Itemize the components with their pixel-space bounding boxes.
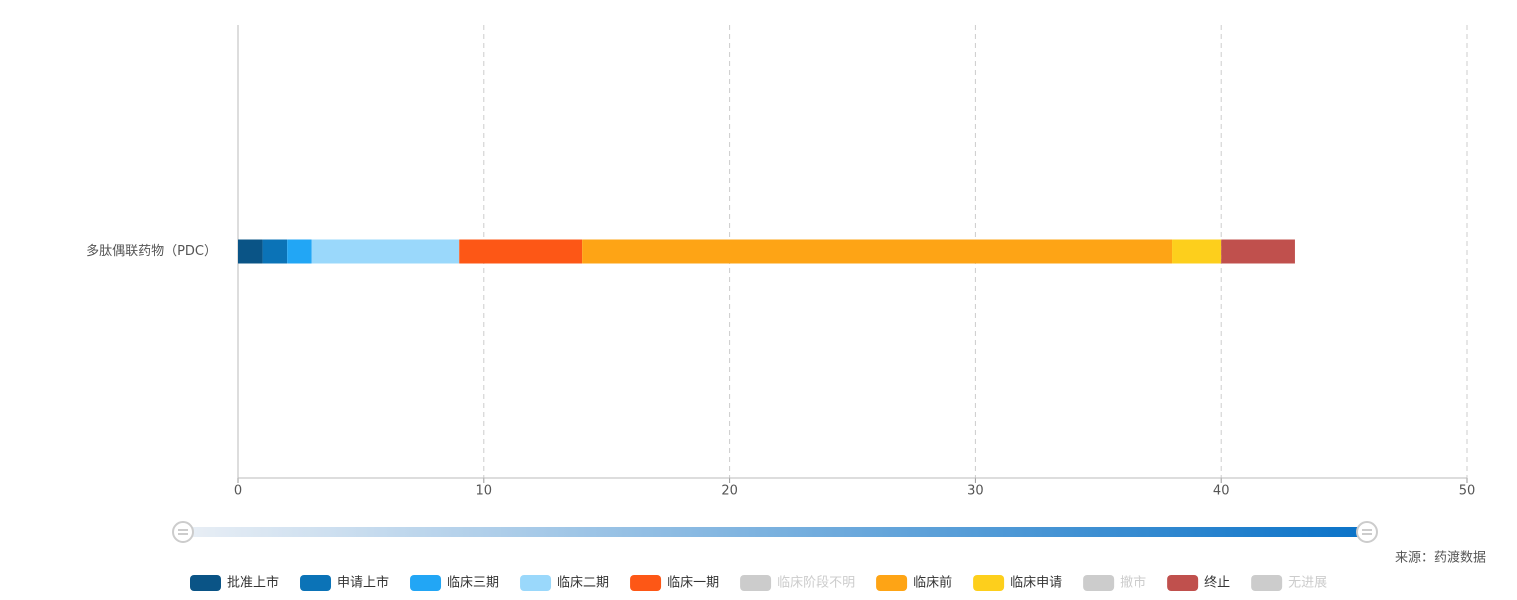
legend-label[interactable]: 批准上市 xyxy=(227,575,279,591)
legend-swatch[interactable] xyxy=(300,575,332,591)
data-zoom-slider[interactable] xyxy=(172,521,1378,543)
legend-label[interactable]: 临床三期 xyxy=(447,576,499,591)
y-tick-label: 多肽偶联药物（PDC） xyxy=(86,243,217,259)
x-tick-label: 40 xyxy=(1213,484,1230,499)
bar-segment xyxy=(311,239,460,264)
slider-track xyxy=(190,527,1362,537)
legend-swatch[interactable] xyxy=(1083,575,1115,591)
x-tick-label: 50 xyxy=(1459,484,1476,499)
legend-swatch[interactable] xyxy=(973,575,1005,591)
legend-label[interactable]: 临床前 xyxy=(913,575,952,591)
slider-handle-grip xyxy=(178,529,188,531)
legend-label[interactable]: 临床二期 xyxy=(557,576,609,591)
source-note: 来源：药渡数据 xyxy=(1395,550,1486,566)
legend-label[interactable]: 无进展 xyxy=(1288,576,1327,591)
legend-label[interactable]: 临床申请 xyxy=(1010,576,1062,591)
x-tick-label: 10 xyxy=(476,484,493,499)
bar-segment xyxy=(582,239,1173,264)
x-tick-label: 0 xyxy=(234,484,242,499)
slider-handle-grip xyxy=(178,533,188,535)
slider-handle[interactable] xyxy=(1356,521,1378,543)
slider-handle-grip xyxy=(1362,533,1372,535)
bar-segment xyxy=(287,239,312,264)
legend-swatch[interactable] xyxy=(740,575,772,591)
legend-swatch[interactable] xyxy=(876,575,908,591)
x-tick-label: 30 xyxy=(967,484,984,499)
slider-handle-grip xyxy=(1362,529,1372,531)
slider-handle[interactable] xyxy=(172,521,194,543)
bar-segment xyxy=(1221,239,1295,264)
legend-swatch[interactable] xyxy=(1167,575,1199,591)
bar-segment xyxy=(238,239,263,264)
legend-swatch[interactable] xyxy=(630,575,662,591)
legend-label[interactable]: 终止 xyxy=(1204,575,1230,591)
bar-segment xyxy=(459,239,583,264)
legend-swatch[interactable] xyxy=(190,575,221,591)
legend-label[interactable]: 临床阶段不明 xyxy=(777,576,855,591)
legend-label[interactable]: 撤市 xyxy=(1120,575,1146,591)
legend-label[interactable]: 申请上市 xyxy=(337,575,389,591)
x-tick-label: 20 xyxy=(721,484,738,499)
legend-swatch[interactable] xyxy=(520,575,552,591)
legend-label[interactable]: 临床一期 xyxy=(667,576,719,591)
bar-segment xyxy=(1172,239,1222,264)
legend-swatch[interactable] xyxy=(410,575,442,591)
bar-segment xyxy=(262,239,288,264)
legend-swatch[interactable] xyxy=(1251,575,1283,591)
